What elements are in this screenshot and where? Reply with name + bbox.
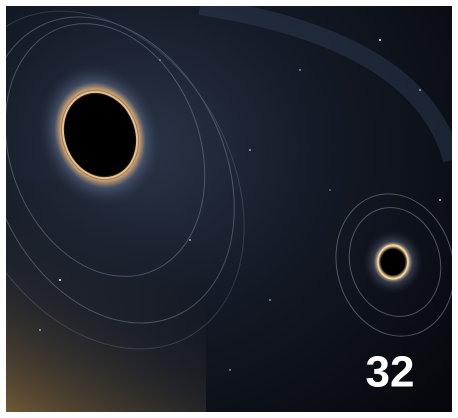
light-arc (198, 6, 452, 163)
number-badge: 32 (366, 348, 415, 397)
warm-glow (6, 180, 206, 412)
black-hole-small (363, 230, 423, 294)
stars (39, 39, 441, 371)
black-hole-large (36, 61, 164, 209)
swirl-right (335, 193, 452, 337)
swirl-left (6, 10, 245, 350)
photon-ring-large (61, 90, 139, 180)
photon-ring-small (377, 244, 409, 280)
